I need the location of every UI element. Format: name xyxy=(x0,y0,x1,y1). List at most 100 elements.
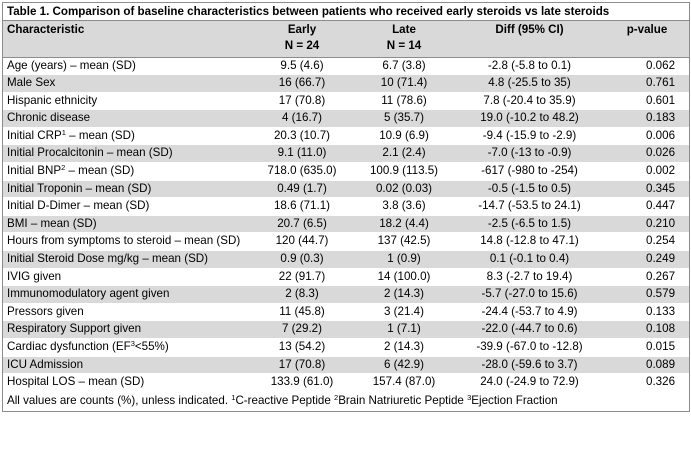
cell-characteristic: Initial Steroid Dose mg/kg – mean (SD) xyxy=(3,250,250,269)
cell-early: 0.9 (0.3) xyxy=(250,250,354,269)
cell-late: 137 (42.5) xyxy=(354,232,454,252)
cell-characteristic: BMI – mean (SD) xyxy=(3,215,250,234)
table-row: Initial BNP2 – mean (SD) 718.0 (635.0) 100… xyxy=(3,162,690,181)
cell-diff: -5.7 (-27.0 to 15.6) xyxy=(454,285,605,304)
table-row: IVIG given 22 (91.7) 14 (100.0) 8.3 (-2.7 t… xyxy=(3,268,690,287)
cell-late: 3 (21.4) xyxy=(354,303,454,322)
cell-pvalue: 0.761 xyxy=(605,74,690,93)
header-row: Characteristic Early N = 24 Late N = 14 … xyxy=(3,20,690,58)
table-row: Initial D-Dimer – mean (SD) 18.6 (71.1) 3.… xyxy=(3,197,690,216)
cell-pvalue: 0.062 xyxy=(605,57,690,76)
cell-diff: -7.0 (-13 to -0.9) xyxy=(454,144,605,164)
cell-pvalue: 0.249 xyxy=(605,250,690,269)
table-row: Chronic disease 4 (16.7) 5 (35.7) 19.0 (-10… xyxy=(3,109,690,128)
cell-diff: -24.4 (-53.7 to 4.9) xyxy=(454,303,605,322)
cell-late: 6.7 (3.8) xyxy=(354,57,454,76)
header-characteristic: Characteristic xyxy=(3,20,250,58)
cell-pvalue: 0.015 xyxy=(605,338,690,357)
table-row: Initial Troponin – mean (SD) 0.49 (1.7) 0.… xyxy=(3,180,690,199)
cell-early: 17 (70.8) xyxy=(250,356,354,375)
cell-pvalue: 0.006 xyxy=(605,127,690,146)
cell-late: 10 (71.4) xyxy=(354,74,454,93)
cell-pvalue: 0.345 xyxy=(605,180,690,199)
header-pvalue: p-value xyxy=(605,20,690,58)
cell-pvalue: 0.133 xyxy=(605,303,690,322)
cell-late: 2.1 (2.4) xyxy=(354,144,454,164)
footnote-sup-1: 1 xyxy=(231,392,236,402)
cell-characteristic: Initial Troponin – mean (SD) xyxy=(3,180,250,199)
cell-early: 120 (44.7) xyxy=(250,232,354,252)
cell-early: 17 (70.8) xyxy=(250,92,354,111)
cell-characteristic: Initial BNP2 – mean (SD) xyxy=(3,162,250,181)
cell-characteristic: Initial Procalcitonin – mean (SD) xyxy=(3,144,250,164)
cell-early: 0.49 (1.7) xyxy=(250,180,354,199)
cell-diff: 7.8 (-20.4 to 35.9) xyxy=(454,92,605,111)
cell-pvalue: 0.267 xyxy=(605,268,690,287)
table-row: Immunomodulatory agent given 2 (8.3) 2 (14… xyxy=(3,285,690,304)
cell-pvalue: 0.108 xyxy=(605,320,690,339)
cell-pvalue: 0.183 xyxy=(605,109,690,128)
cell-late: 157.4 (87.0) xyxy=(354,373,454,392)
cell-late: 10.9 (6.9) xyxy=(354,127,454,146)
cell-late: 6 (42.9) xyxy=(354,356,454,375)
cell-characteristic: Hours from symptoms to steroid – mean (S… xyxy=(3,232,250,252)
header-early: Early N = 24 xyxy=(250,20,354,58)
cell-diff: 4.8 (-25.5 to 35) xyxy=(454,74,605,93)
cell-late: 5 (35.7) xyxy=(354,109,454,128)
cell-late: 3.8 (3.6) xyxy=(354,197,454,216)
cell-early: 22 (91.7) xyxy=(250,268,354,287)
cell-characteristic: Male Sex xyxy=(3,74,250,93)
table-row: Initial CRP1 – mean (SD) 20.3 (10.7) 10.9 … xyxy=(3,127,690,146)
cell-early: 13 (54.2) xyxy=(250,338,354,357)
cell-late: 1 (7.1) xyxy=(354,320,454,339)
table-row: Initial Steroid Dose mg/kg – mean (SD) 0.… xyxy=(3,250,690,269)
header-early-n: N = 24 xyxy=(284,39,320,52)
cell-late: 100.9 (113.5) xyxy=(354,162,454,181)
cell-diff: 0.1 (-0.1 to 0.4) xyxy=(454,250,605,269)
cell-late: 0.02 (0.03) xyxy=(354,180,454,199)
cell-characteristic-text: Initial BNP xyxy=(7,164,62,178)
cell-early: 7 (29.2) xyxy=(250,320,354,339)
cell-characteristic-text: – mean (SD) xyxy=(65,128,135,142)
cell-late: 1 (0.9) xyxy=(354,250,454,269)
footnote-row: All values are counts (%), unless indica… xyxy=(3,390,690,412)
cell-diff: 8.3 (-2.7 to 19.4) xyxy=(454,268,605,287)
table-row: Respiratory Support given 7 (29.2) 1 (7.1)… xyxy=(3,320,690,339)
cell-early: 133.9 (61.0) xyxy=(250,373,354,392)
table-row: Age (years) – mean (SD) 9.5 (4.6) 6.7 (3.8… xyxy=(3,57,690,76)
footnote-crp: C-reactive Peptide xyxy=(235,393,335,407)
cell-characteristic-text: – mean (SD) xyxy=(65,164,135,178)
cell-characteristic: ICU Admission xyxy=(3,356,250,375)
table-row: BMI – mean (SD) 20.7 (6.5) 18.2 (4.4) -2.5 … xyxy=(3,215,690,234)
table-row: Hospital LOS – mean (SD) 133.9 (61.0) 157.… xyxy=(3,373,690,392)
cell-early: 16 (66.7) xyxy=(250,74,354,93)
table-row: Cardiac dysfunction (EF3<55%) 13 (54.2) 2 … xyxy=(3,338,690,357)
footnote-bnp: Brain Natriuretic Peptide xyxy=(338,393,468,407)
table-row: ICU Admission 17 (70.8) 6 (42.9) -28.0 (-59… xyxy=(3,356,690,375)
cell-early: 718.0 (635.0) xyxy=(250,162,354,181)
cell-pvalue: 0.089 xyxy=(605,356,690,375)
cell-early: 9.5 (4.6) xyxy=(250,57,354,76)
cell-diff: -2.5 (-6.5 to 1.5) xyxy=(454,215,605,234)
cell-diff: 14.8 (-12.8 to 47.1) xyxy=(454,232,605,252)
cell-pvalue: 0.601 xyxy=(605,92,690,111)
cell-diff: -9.4 (-15.9 to -2.9) xyxy=(454,127,605,146)
table-container: Table 1. Comparison of baseline characte… xyxy=(2,2,690,413)
cell-characteristic: Age (years) – mean (SD) xyxy=(3,57,250,76)
cell-characteristic: IVIG given xyxy=(3,268,250,287)
table-footnote: All values are counts (%), unless indica… xyxy=(3,390,690,412)
cell-diff: -39.9 (-67.0 to -12.8) xyxy=(454,338,605,357)
table-row: Hispanic ethnicity 17 (70.8) 11 (78.6) 7.8 … xyxy=(3,92,690,111)
footnote-ef: Ejection Fraction xyxy=(471,393,558,407)
cell-early: 18.6 (71.1) xyxy=(250,197,354,216)
cell-pvalue: 0.579 xyxy=(605,285,690,304)
cell-late: 14 (100.0) xyxy=(354,268,454,287)
cell-characteristic-text: Cardiac dysfunction (EF xyxy=(7,340,131,353)
cell-diff: 24.0 (-24.9 to 72.9) xyxy=(454,373,605,392)
cell-late: 2 (14.3) xyxy=(354,285,454,304)
cell-early: 2 (8.3) xyxy=(250,285,354,304)
header-late-n: N = 14 xyxy=(386,39,422,52)
cell-late: 11 (78.6) xyxy=(354,92,454,111)
footnote-sup-3: 3 xyxy=(467,392,472,402)
footnote-sup-2: 2 xyxy=(334,392,339,402)
